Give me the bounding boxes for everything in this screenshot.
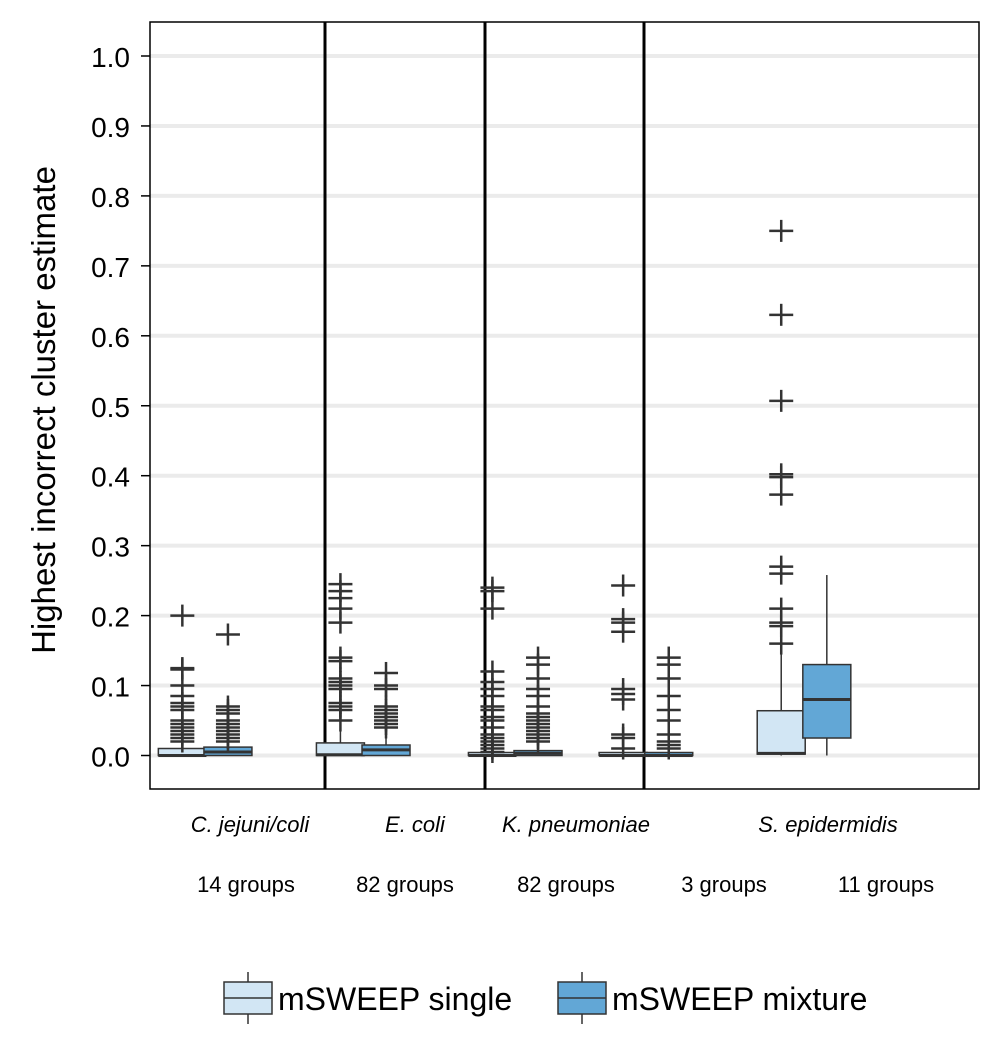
outlier-point [656, 737, 681, 760]
species-label: E. coli [385, 812, 446, 837]
y-tick-label: 0.0 [91, 742, 130, 773]
boxplots [157, 219, 852, 764]
group-count-label: 11 groups [838, 872, 934, 897]
legend-label-mixture: mSWEEP mixture [612, 981, 867, 1017]
y-tick-label: 0.4 [91, 462, 130, 493]
outlier-point [170, 604, 195, 627]
outlier-point [215, 730, 240, 753]
outlier-point [611, 574, 636, 597]
y-tick-label: 0.8 [91, 182, 130, 213]
y-tick-label: 0.5 [91, 392, 130, 423]
y-tick-label: 0.6 [91, 322, 130, 353]
legend-key-mixture [557, 972, 607, 1024]
outlier-point [769, 483, 794, 506]
box [802, 663, 852, 739]
legend: mSWEEP single mSWEEP mixture [223, 972, 867, 1024]
y-tick-label: 1.0 [91, 42, 130, 73]
x-axis-labels: C. jejuni/coli E. coli K. pneumoniae S. epi… [191, 812, 934, 897]
legend-label-single: mSWEEP single [278, 981, 512, 1017]
boxplot-single [598, 574, 648, 760]
outlier-point [611, 688, 636, 711]
outlier-point [769, 219, 794, 242]
outlier-point [215, 623, 240, 646]
outlier-point [611, 620, 636, 643]
species-dividers [323, 22, 646, 789]
group-count-label: 82 groups [356, 872, 454, 897]
group-count-label: 3 groups [681, 872, 767, 897]
y-tick-label: 0.2 [91, 602, 130, 633]
y-tick-label: 0.9 [91, 112, 130, 143]
y-tick-label: 0.3 [91, 532, 130, 563]
outlier-point [769, 562, 794, 585]
outlier-point [170, 730, 195, 753]
legend-key-single [223, 972, 273, 1024]
outlier-point [374, 716, 399, 739]
outlier-point [769, 389, 794, 412]
outlier-point [526, 730, 551, 753]
y-axis: 0.0 0.1 0.2 0.3 0.4 0.5 0.6 0.7 0.8 0.9 1.0 [91, 42, 150, 773]
boxplot-mixture [361, 661, 411, 757]
group-count-label: 82 groups [517, 872, 615, 897]
outlier-point [769, 303, 794, 326]
gridlines [150, 54, 979, 758]
boxplot-single [467, 576, 518, 764]
box [756, 709, 806, 755]
species-label: S. epidermidis [758, 812, 897, 837]
boxplot-mixture [513, 646, 563, 757]
outlier-point [769, 632, 794, 655]
outlier-point [328, 709, 353, 732]
outlier-point [480, 597, 505, 620]
boxplot-mixture [203, 623, 253, 757]
y-tick-label: 0.7 [91, 252, 130, 283]
group-count-label: 14 groups [197, 872, 295, 897]
y-axis-label: Highest incorrect cluster estimate [25, 166, 62, 654]
boxplot-mixture [802, 575, 852, 756]
boxplot-single [157, 604, 208, 757]
boxplot-single [315, 573, 366, 757]
outlier-point [328, 611, 353, 634]
outlier-point [611, 737, 636, 760]
species-label: C. jejuni/coli [191, 812, 311, 837]
y-tick-label: 0.1 [91, 672, 130, 703]
boxplot-mixture [643, 646, 694, 760]
species-label: K. pneumoniae [502, 812, 650, 837]
outlier-point [480, 741, 505, 764]
